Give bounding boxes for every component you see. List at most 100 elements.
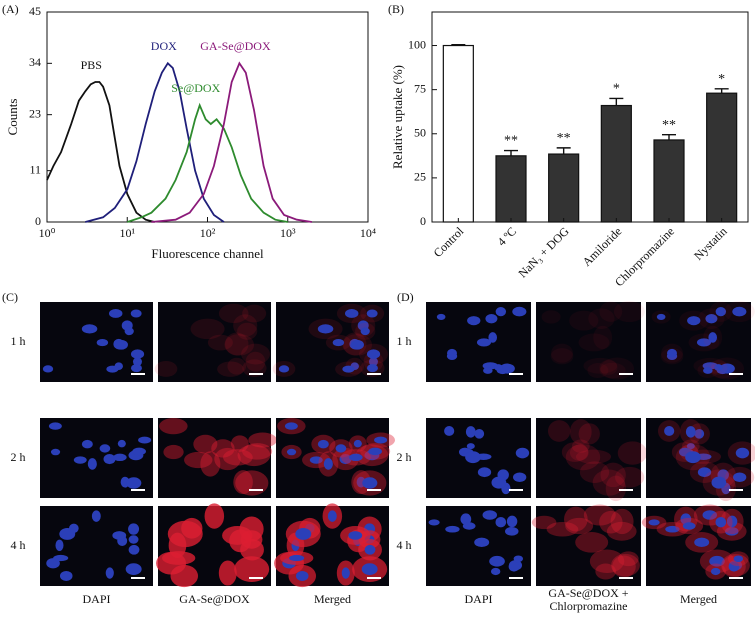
error-bar (662, 133, 676, 140)
nucleus (335, 444, 347, 453)
nucleus (505, 527, 519, 536)
y-tick-label: 25 (414, 170, 426, 184)
nucleus (705, 313, 718, 324)
cytoplasm (615, 466, 645, 488)
cytoplasm (214, 447, 241, 471)
micrograph (154, 302, 271, 382)
cytoplasm (211, 439, 235, 458)
nucleus (664, 426, 675, 436)
micrograph-bg (536, 418, 641, 498)
nucleus (467, 316, 481, 326)
cytoplasm (599, 510, 623, 534)
nucleus (53, 554, 69, 562)
nucleus (317, 439, 329, 449)
nucleus (341, 567, 350, 579)
nucleus (444, 426, 455, 436)
nucleus (725, 527, 739, 536)
nucleus (696, 338, 712, 347)
cytoplasm (575, 449, 612, 464)
bar (653, 139, 685, 223)
column-label: GA-Se@DOX + (548, 586, 628, 600)
nucleus (99, 444, 111, 453)
panel-label: (C) (2, 290, 18, 304)
nucleus (512, 306, 527, 317)
micrograph (536, 418, 648, 502)
nucleus (46, 558, 60, 569)
micrograph-bg (536, 302, 641, 382)
nucleus (460, 513, 472, 525)
column-label: Merged (314, 592, 351, 606)
nucleus (91, 510, 101, 522)
cytoplasm (612, 555, 636, 578)
nucleus (489, 555, 505, 567)
cytoplasm (565, 517, 594, 535)
nucleus (374, 436, 388, 444)
nucleus (488, 332, 498, 343)
cytoplasm (167, 520, 203, 548)
micrograph-bg (158, 302, 271, 382)
row-label: 2 h (397, 450, 412, 464)
y-tick-label: 45 (29, 4, 41, 18)
series-line (46, 81, 155, 223)
x-tick-label: Control (431, 224, 467, 260)
nucleus (735, 447, 750, 459)
row-label: 1 h (397, 334, 412, 348)
micrograph (274, 503, 389, 588)
nucleus (710, 567, 721, 576)
nucleus (466, 443, 475, 450)
nucleus (81, 324, 98, 334)
x-tick-label: Nystatin (691, 224, 730, 263)
nucleus (711, 476, 727, 489)
nucleus (125, 563, 142, 575)
micrograph (531, 504, 641, 586)
cytoplasm (565, 444, 601, 471)
cytoplasm (561, 442, 589, 462)
nucleus (138, 436, 152, 444)
cytoplasm (613, 301, 645, 323)
nucleus (323, 458, 333, 470)
nucleus (714, 364, 723, 371)
nucleus (108, 309, 123, 318)
nucleus (685, 451, 701, 464)
y-tick-label: 11 (29, 162, 41, 176)
nucleus (733, 555, 744, 563)
nucleus (368, 357, 378, 367)
cytoplasm (569, 444, 589, 461)
row-label: 2 h (11, 450, 26, 464)
nucleus (353, 439, 362, 448)
cytoplasm (248, 432, 277, 448)
cytoplasm (578, 333, 610, 352)
nucleus (490, 567, 501, 576)
nucleus (112, 531, 127, 540)
nucleus (59, 570, 73, 582)
cytoplasm (541, 310, 561, 324)
cytoplasm (589, 549, 625, 574)
nucleus (350, 339, 364, 350)
cytoplasm (587, 363, 609, 379)
cytoplasm (224, 333, 255, 356)
nucleus (482, 510, 498, 520)
x-tick-label: 10⁰ (39, 226, 56, 240)
cytoplasm (583, 357, 618, 374)
cytoplasm (583, 504, 616, 526)
cytoplasm (227, 357, 247, 375)
nucleus (513, 472, 527, 482)
nucleus (715, 307, 727, 317)
cytoplasm (617, 551, 639, 567)
nucleus (317, 324, 334, 334)
significance: * (718, 72, 725, 87)
nucleus (48, 422, 62, 430)
cytoplasm (190, 318, 225, 340)
cytoplasm (217, 361, 244, 377)
cytoplasm (611, 553, 640, 577)
cytoplasm (193, 434, 218, 454)
nucleus (295, 527, 312, 540)
nucleus (733, 472, 747, 482)
cytoplasm (242, 359, 267, 377)
cytoplasm (222, 526, 253, 545)
series-label: DOX (151, 39, 177, 53)
cytoplasm (207, 334, 233, 351)
nucleus (361, 563, 378, 575)
error-bar (451, 43, 466, 46)
